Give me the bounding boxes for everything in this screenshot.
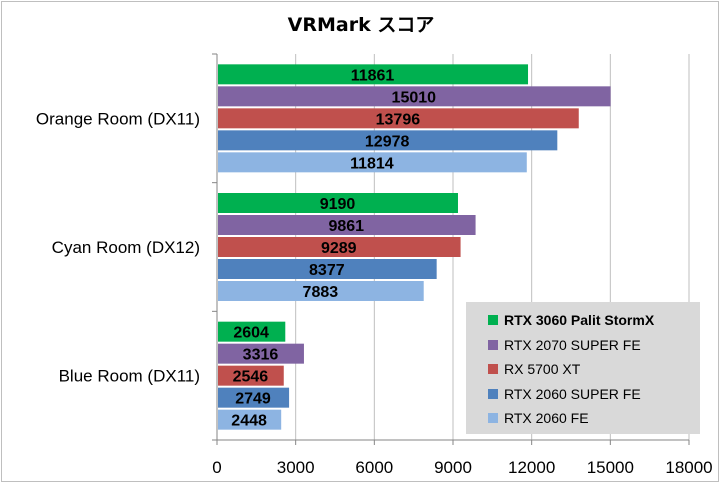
data-label: 8377 bbox=[309, 262, 345, 279]
x-tick-label: 6000 bbox=[355, 458, 393, 477]
bar bbox=[218, 365, 284, 386]
bar bbox=[218, 130, 558, 151]
data-label: 9861 bbox=[328, 218, 364, 235]
bar bbox=[218, 193, 458, 213]
category-label: Cyan Room (DX12) bbox=[52, 238, 200, 257]
legend-label: RTX 2060 FE bbox=[504, 410, 589, 427]
data-label: 2604 bbox=[233, 325, 269, 342]
bar bbox=[218, 86, 611, 107]
x-tick-label: 18000 bbox=[665, 458, 712, 477]
data-label: 13796 bbox=[376, 111, 421, 128]
bar bbox=[218, 108, 579, 129]
legend-label: RX 5700 XT bbox=[504, 361, 581, 378]
legend-label: RTX 3060 Palit StormX bbox=[504, 312, 655, 329]
bar bbox=[218, 387, 290, 408]
data-label: 2546 bbox=[233, 369, 269, 386]
legend-swatch bbox=[488, 413, 498, 424]
legend-item: RTX 2060 SUPER FE bbox=[466, 382, 700, 407]
data-label: 15010 bbox=[392, 89, 437, 106]
legend-label: RTX 2060 SUPER FE bbox=[504, 385, 641, 402]
bar bbox=[218, 152, 527, 173]
bar bbox=[218, 409, 282, 430]
legend-label: RTX 2070 SUPER FE bbox=[504, 336, 641, 353]
data-label: 3316 bbox=[243, 347, 279, 364]
data-label: 11861 bbox=[351, 67, 395, 84]
legend-swatch bbox=[488, 339, 498, 350]
bar bbox=[218, 215, 476, 235]
category-label: Orange Room (DX11) bbox=[36, 109, 200, 128]
legend: RTX 3060 Palit StormX RTX 2070 SUPER FE RX… bbox=[466, 302, 700, 434]
x-tick-label: 15000 bbox=[587, 458, 634, 477]
legend-item: RTX 2060 FE bbox=[466, 406, 700, 431]
bar bbox=[218, 281, 424, 301]
bar bbox=[218, 64, 529, 85]
data-label: 12978 bbox=[365, 133, 410, 150]
legend-item: RTX 2070 SUPER FE bbox=[466, 333, 700, 358]
x-tick-label: 9000 bbox=[434, 458, 472, 477]
bar bbox=[218, 321, 286, 342]
legend-item: RX 5700 XT bbox=[466, 357, 700, 382]
legend-item: RTX 3060 Palit StormX bbox=[466, 308, 700, 333]
x-tick-label: 12000 bbox=[508, 458, 555, 477]
data-label: 2448 bbox=[231, 413, 267, 430]
data-label: 9289 bbox=[321, 240, 357, 257]
category-label: Blue Room (DX11) bbox=[59, 367, 200, 386]
data-label: 11814 bbox=[350, 155, 394, 172]
x-tick-label: 3000 bbox=[277, 458, 315, 477]
legend-swatch bbox=[488, 388, 498, 399]
chart-title: VRMark スコア bbox=[287, 14, 435, 36]
x-tick-label: 0 bbox=[212, 458, 221, 477]
bar bbox=[218, 343, 304, 364]
bar bbox=[218, 259, 437, 279]
legend-swatch bbox=[488, 364, 498, 375]
data-label: 2749 bbox=[235, 391, 271, 408]
data-label: 9190 bbox=[320, 196, 356, 213]
bar bbox=[218, 237, 461, 257]
legend-swatch bbox=[488, 315, 498, 326]
data-label: 7883 bbox=[303, 284, 339, 301]
